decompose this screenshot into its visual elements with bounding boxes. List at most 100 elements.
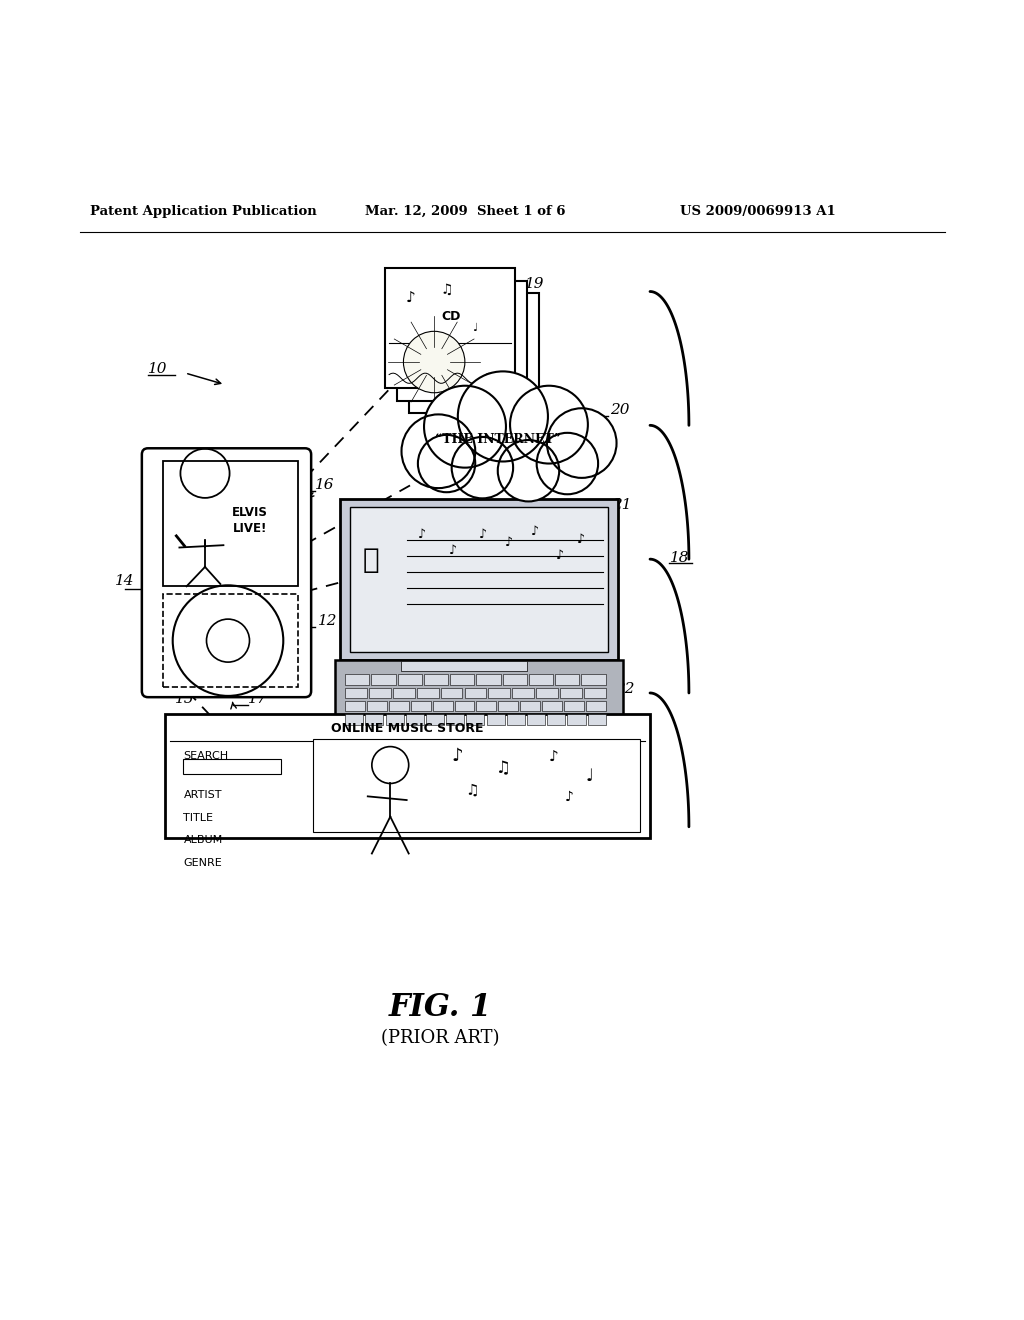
Bar bbox=[369, 688, 391, 698]
Text: TITLE: TITLE bbox=[183, 813, 213, 822]
Bar bbox=[389, 701, 409, 711]
FancyBboxPatch shape bbox=[409, 293, 539, 413]
Text: ARTIST: ARTIST bbox=[183, 791, 222, 800]
Text: 16: 16 bbox=[315, 478, 335, 492]
Bar bbox=[476, 675, 501, 685]
Text: ♪: ♪ bbox=[549, 750, 559, 766]
Bar bbox=[486, 714, 505, 725]
Bar bbox=[393, 688, 415, 698]
Bar bbox=[520, 701, 540, 711]
Bar bbox=[401, 661, 526, 672]
Bar bbox=[406, 714, 424, 725]
Text: ♪: ♪ bbox=[406, 290, 416, 306]
Bar bbox=[345, 714, 364, 725]
Bar bbox=[542, 701, 562, 711]
Text: 11: 11 bbox=[255, 458, 274, 471]
Circle shape bbox=[498, 440, 559, 502]
Text: ♪: ♪ bbox=[505, 536, 513, 549]
Bar bbox=[433, 701, 453, 711]
Circle shape bbox=[372, 747, 409, 784]
Text: (PRIOR ART): (PRIOR ART) bbox=[381, 1030, 500, 1048]
Bar bbox=[335, 660, 624, 730]
Circle shape bbox=[401, 414, 475, 488]
Text: SEARCH: SEARCH bbox=[183, 751, 228, 762]
Text: ♩: ♩ bbox=[472, 323, 478, 334]
Bar bbox=[440, 688, 463, 698]
Bar bbox=[466, 714, 484, 725]
Bar bbox=[163, 594, 298, 688]
Bar bbox=[350, 507, 608, 652]
Bar bbox=[476, 701, 497, 711]
Text: 18: 18 bbox=[671, 550, 690, 565]
Bar bbox=[465, 688, 486, 698]
Bar bbox=[527, 714, 545, 725]
Text: Patent Application Publication: Patent Application Publication bbox=[90, 205, 316, 218]
Text: ♪: ♪ bbox=[449, 544, 457, 557]
Text: “THE INTERNET”: “THE INTERNET” bbox=[435, 433, 561, 446]
Text: ♫: ♫ bbox=[496, 760, 510, 777]
Bar bbox=[385, 714, 403, 725]
Text: US 2009/0069913 A1: US 2009/0069913 A1 bbox=[680, 205, 836, 218]
Text: ALBUM: ALBUM bbox=[183, 836, 222, 845]
Bar bbox=[564, 701, 584, 711]
Bar bbox=[367, 701, 387, 711]
Bar bbox=[366, 714, 383, 725]
Text: ELVIS
LIVE!: ELVIS LIVE! bbox=[232, 506, 268, 535]
Bar bbox=[555, 675, 580, 685]
Bar bbox=[455, 701, 474, 711]
Text: 17: 17 bbox=[248, 692, 267, 706]
Circle shape bbox=[458, 371, 548, 462]
Text: GENRE: GENRE bbox=[183, 858, 222, 867]
Circle shape bbox=[510, 385, 588, 463]
Text: ♪: ♪ bbox=[452, 747, 463, 764]
Bar bbox=[411, 701, 431, 711]
FancyBboxPatch shape bbox=[385, 268, 515, 388]
Text: Mar. 12, 2009  Sheet 1 of 6: Mar. 12, 2009 Sheet 1 of 6 bbox=[365, 205, 565, 218]
Bar bbox=[340, 499, 618, 660]
Bar bbox=[345, 727, 613, 738]
Bar bbox=[503, 675, 527, 685]
Bar bbox=[397, 675, 422, 685]
Text: 19: 19 bbox=[525, 277, 545, 290]
Bar bbox=[426, 714, 444, 725]
Circle shape bbox=[418, 434, 475, 492]
Bar bbox=[163, 461, 298, 586]
Bar bbox=[512, 688, 535, 698]
Text: FIG. 1: FIG. 1 bbox=[389, 993, 492, 1023]
Text: ♫: ♫ bbox=[465, 783, 479, 797]
Bar bbox=[488, 688, 510, 698]
Text: 15: 15 bbox=[175, 692, 195, 706]
FancyBboxPatch shape bbox=[165, 714, 650, 838]
Circle shape bbox=[452, 437, 513, 499]
Bar bbox=[582, 675, 606, 685]
Bar bbox=[507, 714, 525, 725]
Bar bbox=[588, 714, 606, 725]
Bar bbox=[586, 701, 606, 711]
Bar bbox=[547, 714, 565, 725]
Bar bbox=[560, 688, 582, 698]
Bar bbox=[451, 675, 474, 685]
Text: ONLINE MUSIC STORE: ONLINE MUSIC STORE bbox=[331, 722, 483, 735]
Text: 13: 13 bbox=[286, 463, 305, 477]
Text: CD: CD bbox=[442, 310, 461, 323]
Text: ♪: ♪ bbox=[577, 533, 585, 546]
Text: ♫: ♫ bbox=[440, 282, 453, 297]
Text: ♪: ♪ bbox=[530, 525, 539, 539]
Text: 𝄞: 𝄞 bbox=[362, 546, 379, 574]
Text: ♪: ♪ bbox=[479, 528, 487, 541]
Bar bbox=[584, 688, 606, 698]
Bar bbox=[424, 675, 449, 685]
FancyBboxPatch shape bbox=[142, 449, 311, 697]
Bar bbox=[537, 688, 558, 698]
Text: 14: 14 bbox=[116, 574, 135, 587]
Text: 22: 22 bbox=[615, 682, 635, 697]
Bar bbox=[345, 701, 365, 711]
FancyBboxPatch shape bbox=[397, 281, 527, 401]
Bar bbox=[446, 714, 464, 725]
Circle shape bbox=[537, 433, 598, 494]
Bar bbox=[529, 675, 553, 685]
Text: ♪: ♪ bbox=[418, 528, 426, 541]
Circle shape bbox=[424, 385, 506, 467]
Text: ♩: ♩ bbox=[586, 767, 594, 785]
Bar bbox=[372, 675, 395, 685]
